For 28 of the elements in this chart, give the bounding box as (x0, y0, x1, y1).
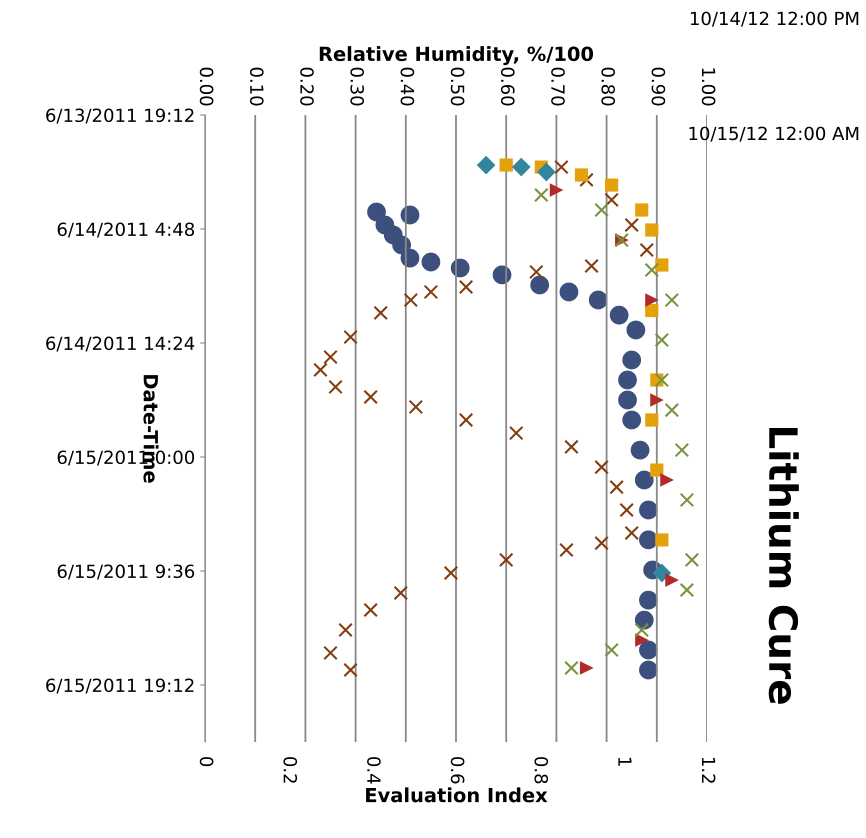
x-tick-label: 1 (618, 758, 632, 766)
x-tick-label: 0.8 (534, 757, 548, 784)
x-tick-label: 0 (200, 757, 214, 766)
x-axis-title: Evaluation Index (366, 787, 548, 802)
x-tick-label: 0.2 (283, 757, 298, 783)
x2-tick-label: 0.40 (400, 68, 414, 106)
y-tick-label: 6/14/2011 14:24 (46, 336, 194, 352)
x-tick-label: 0.4 (367, 757, 381, 784)
y-tick-label: 6/14/2011 4:48 (58, 222, 194, 238)
x2-tick-label: 0.10 (250, 68, 264, 106)
x2-tick-label: 0.80 (601, 68, 616, 106)
x2-tick-label: 0.00 (200, 68, 214, 106)
text: 10/14/12 12:00 PM (690, 12, 858, 27)
x2-tick-label: 1.00 (702, 68, 716, 106)
x2-axis-title: Relative Humidity, %/100 (320, 46, 594, 66)
x2-tick-label: 0.70 (551, 68, 565, 106)
y-tick-label: 6/15/2011 19:12 (46, 678, 194, 694)
x-tick-label: 1.2 (702, 758, 716, 783)
x2-tick-label: 0.90 (652, 68, 666, 106)
x2-tick-label: 0.50 (450, 68, 464, 106)
x2-tick-label: 0.60 (500, 68, 515, 106)
y-tick-label: 6/15/2011 9:36 (58, 564, 194, 580)
y-tick-label: 6/13/2011 19:12 (46, 108, 194, 124)
annotation: 10/15/12 12:00 AM (689, 126, 858, 142)
x2-tick-label: 0.20 (300, 68, 314, 106)
x2-tick-label: 0.30 (350, 68, 364, 106)
x-tick-label: 0.6 (450, 757, 464, 784)
text: Lithium Cure (768, 428, 799, 704)
